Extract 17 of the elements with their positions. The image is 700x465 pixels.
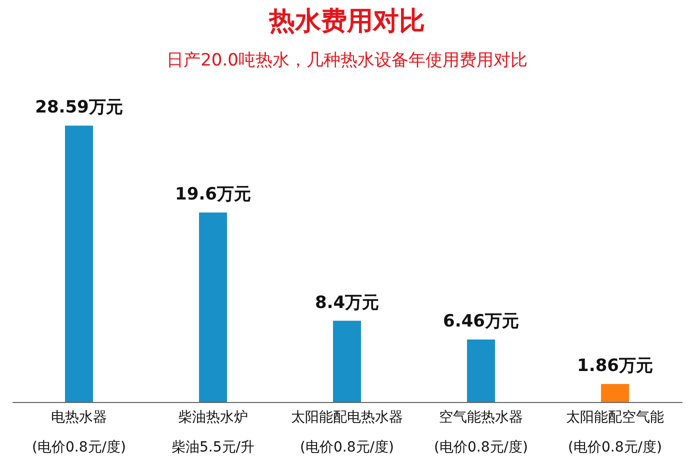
x-tick-label: 太阳能配电热水器(电价0.8元/度)	[291, 410, 403, 456]
bar	[65, 126, 93, 402]
data-label: 6.46万元	[443, 312, 519, 332]
chart-title: 热水费用对比	[268, 6, 425, 37]
chart-subtitle: 日产20.0吨热水，几种热水设备年使用费用对比	[166, 50, 528, 71]
bar	[333, 320, 361, 402]
data-label: 19.6万元	[175, 184, 251, 205]
x-tick-label: 空气能热水器(电价0.8元/度)	[434, 410, 528, 456]
data-label: 8.4万元	[314, 292, 380, 313]
x-tick-label: 太阳能配空气能(电价0.8元/度)	[566, 410, 664, 456]
data-label: 1.86万元	[577, 356, 653, 376]
bar	[601, 384, 629, 402]
bar	[199, 212, 227, 402]
x-tick-label: 柴油热水炉柴油5.5元/升	[172, 410, 254, 456]
data-label: 28.59万元	[35, 98, 123, 118]
x-tick-label: 电热水器(电价0.8元/度)	[32, 410, 126, 456]
bar	[467, 340, 495, 402]
